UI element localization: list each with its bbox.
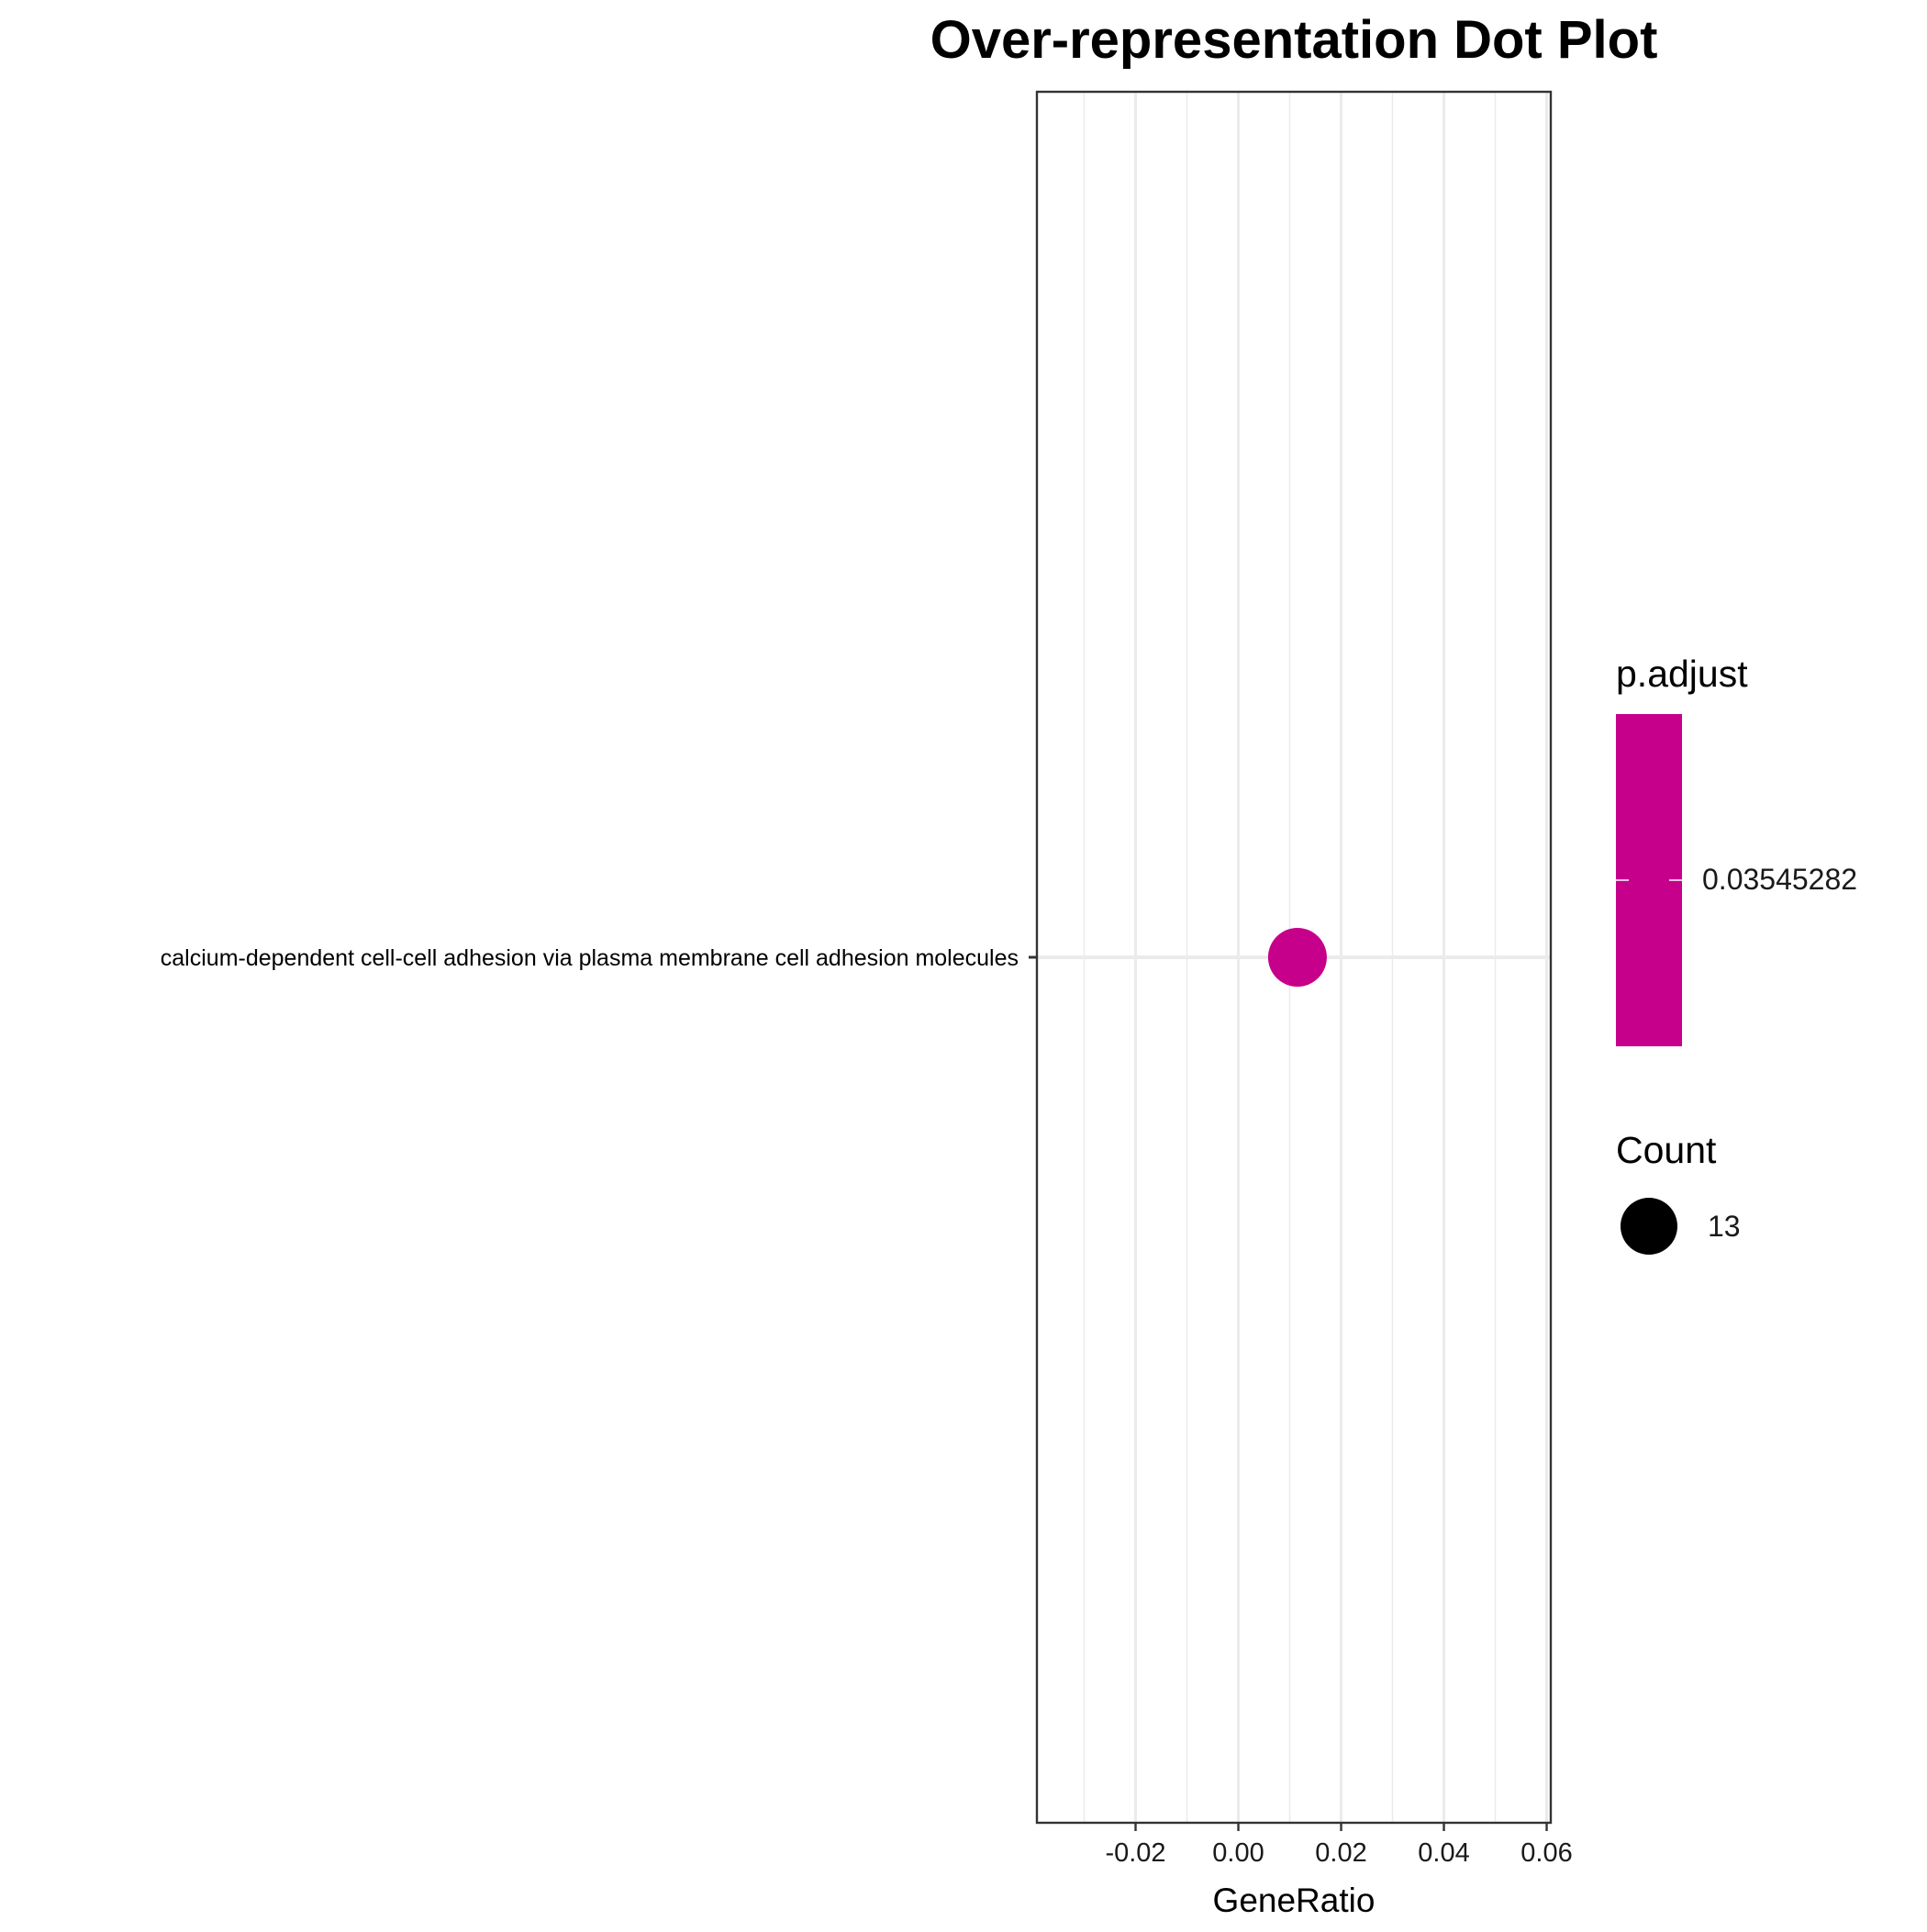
color-legend-title: p.adjust [1616, 653, 1748, 695]
y-tick-label: calcium-dependent cell-cell adhesion via… [161, 945, 1019, 971]
axis-layer: -0.02 0.00 0.02 0.04 0.06 calcium-dependent c… [161, 945, 1573, 1868]
grid-layer [1037, 92, 1551, 1823]
data-point [1267, 928, 1327, 987]
marks-layer [1267, 928, 1327, 987]
x-tick-label: 0.04 [1418, 1838, 1469, 1868]
x-axis-label: GeneRatio [1213, 1882, 1376, 1919]
x-tick-label: 0.06 [1520, 1838, 1572, 1868]
size-legend-label: 13 [1708, 1210, 1741, 1243]
size-legend-dot [1621, 1198, 1677, 1255]
legend-layer: p.adjust 0.03545282 Count 13 [1616, 653, 1857, 1255]
color-legend-label: 0.03545282 [1702, 863, 1857, 896]
size-legend-title: Count [1616, 1129, 1717, 1171]
x-tick-label: 0.00 [1212, 1838, 1264, 1868]
chart-title: Over-representation Dot Plot [930, 10, 1658, 70]
x-tick-label: -0.02 [1105, 1838, 1165, 1868]
x-tick-label: 0.02 [1315, 1838, 1366, 1868]
